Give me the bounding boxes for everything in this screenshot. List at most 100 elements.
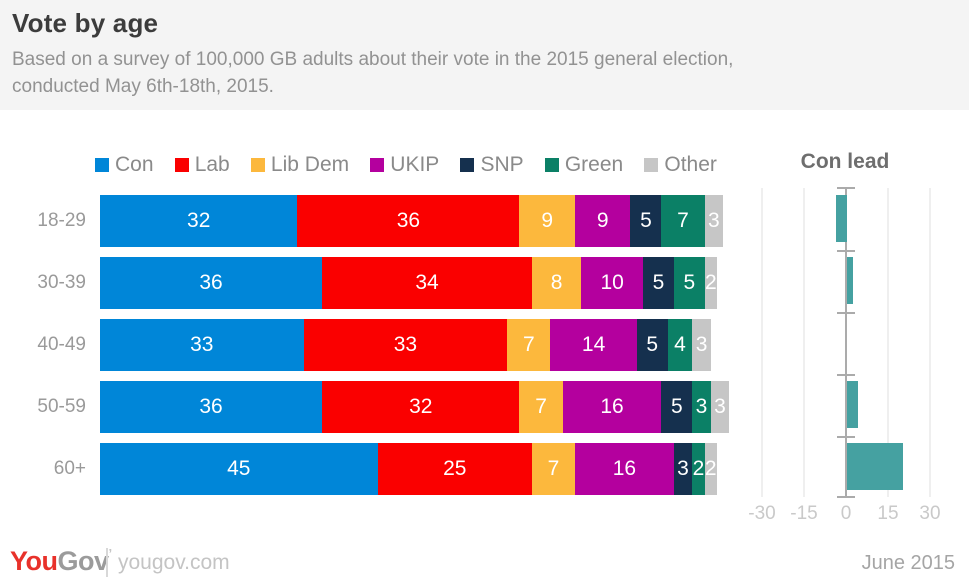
segment-other-30-39: 2: [704, 257, 718, 309]
zero-axis-tick-4: [837, 436, 855, 438]
legend-swatch-lab: [174, 158, 189, 172]
segment-value-label: 5: [652, 271, 665, 294]
logo-you: You: [10, 546, 58, 576]
con-lead-bar-30-39: [847, 257, 853, 304]
con-lead-bar-60+: [847, 443, 903, 490]
legend-label-green: Green: [564, 153, 624, 176]
axis-tick-label--30: -30: [748, 503, 776, 524]
axis-tick-label-0: 0: [840, 503, 852, 524]
legend-label-snp: SNP: [480, 153, 524, 176]
legend-item-con: Con: [95, 153, 154, 177]
segment-lib-dem-50-59: 7: [519, 381, 563, 433]
segment-value-label: 8: [550, 271, 563, 294]
legend-label-other: Other: [664, 153, 717, 176]
bar-stack-50-59: 36 32 7 16 5 3 3: [100, 381, 730, 433]
logo-gov: Gov: [57, 546, 110, 576]
segment-value-label: 5: [640, 209, 652, 232]
segment-lib-dem-18-29: 9: [519, 195, 575, 247]
segment-value-label: 32: [409, 395, 433, 418]
axis-tick-label-30: 30: [919, 503, 941, 524]
bar-row-18-29: 18-29 32 36 9 9 5 7 3: [0, 195, 740, 247]
segment-lib-dem-60+: 7: [531, 443, 576, 495]
segment-snp-60+: 3: [673, 443, 693, 495]
legend-item-other: Other: [644, 153, 717, 177]
segment-value-label: 34: [415, 271, 439, 294]
subtitle-line-2: conducted May 6th-18th, 2015.: [12, 76, 274, 97]
subtitle-line-1: Based on a survey of 100,000 GB adults a…: [12, 49, 734, 70]
legend-swatch-snp: [460, 158, 475, 172]
age-label-50-59: 50-59: [37, 396, 86, 417]
page-title: Vote by age: [12, 8, 159, 38]
legend-item-ukip: UKIP: [370, 153, 439, 177]
gridline--15: [803, 188, 805, 497]
gridline--30: [761, 188, 763, 497]
publication-date: June 2015: [861, 552, 955, 574]
axis-tick-label--15: -15: [790, 503, 818, 524]
segment-ukip-30-39: 10: [581, 257, 643, 309]
axis-tick-label-15: 15: [877, 503, 899, 524]
segment-value-label: 9: [541, 209, 554, 232]
segment-value-label: 7: [535, 395, 547, 418]
age-label-30-39: 30-39: [37, 272, 86, 293]
segment-other-40-49: 3: [692, 319, 711, 371]
segment-lab-60+: 25: [377, 443, 532, 495]
segment-value-label: 2: [705, 271, 717, 294]
con-lead-title: Con lead: [800, 150, 890, 173]
legend-item-green: Green: [544, 153, 624, 177]
segment-lab-50-59: 32: [322, 381, 520, 433]
segment-value-label: 3: [695, 333, 708, 356]
segment-value-label: 25: [443, 457, 467, 480]
segment-value-label: 36: [199, 271, 223, 294]
segment-value-label: 33: [393, 333, 418, 356]
zero-axis-tick-1: [837, 250, 855, 252]
zero-axis-tick-0: [837, 187, 855, 189]
segment-lib-dem-40-49: 7: [507, 319, 551, 371]
segment-ukip-40-49: 14: [550, 319, 637, 371]
legend-swatch-other: [644, 158, 659, 172]
legend: Con Lab Lib Dem UKIP SNP Green Other: [95, 153, 717, 177]
segment-green-18-29: 7: [661, 195, 705, 247]
bar-row-40-49: 40-49 33 33 7 14 5 4 3: [0, 319, 740, 371]
segment-snp-30-39: 5: [642, 257, 674, 309]
con-lead-chart: -30 -15 0 15 30: [740, 185, 969, 545]
segment-ukip-60+: 16: [575, 443, 674, 495]
legend-swatch-ukip: [370, 158, 385, 172]
bar-stack-18-29: 32 36 9 9 5 7 3: [100, 195, 724, 247]
zero-axis-tick-5: [837, 496, 855, 498]
bar-stack-60+: 45 25 7 16 3 2 2: [100, 443, 717, 495]
segment-value-label: 32: [187, 209, 211, 232]
zero-axis-tick-2: [837, 312, 855, 314]
legend-label-lab: Lab: [194, 153, 230, 176]
segment-value-label: 5: [670, 395, 683, 418]
segment-lab-30-39: 34: [322, 257, 532, 309]
age-label-18-29: 18-29: [37, 210, 86, 231]
segment-green-50-59: 3: [692, 381, 711, 433]
segment-con-18-29: 32: [100, 195, 298, 247]
legend-swatch-lib-dem: [250, 158, 265, 172]
bar-stack-30-39: 36 34 8 10 5 5 2: [100, 257, 718, 309]
legend-label-ukip: UKIP: [390, 153, 440, 176]
segment-ukip-50-59: 16: [562, 381, 662, 433]
segment-green-60+: 2: [692, 443, 705, 495]
legend-label-lib-dem: Lib Dem: [270, 153, 350, 176]
segment-value-label: 16: [600, 395, 624, 418]
segment-value-label: 45: [227, 457, 251, 480]
segment-value-label: 14: [581, 333, 606, 356]
header: Vote by age Based on a survey of 100,000…: [0, 0, 969, 110]
yougov-logo: YouGov’: [10, 546, 112, 577]
segment-snp-18-29: 5: [630, 195, 662, 247]
zero-axis-line: [845, 187, 847, 498]
segment-value-label: 9: [596, 209, 609, 232]
segment-value-label: 16: [612, 457, 637, 480]
segment-lab-40-49: 33: [303, 319, 508, 371]
zero-axis-tick-3: [837, 374, 855, 376]
con-lead-bar-50-59: [847, 381, 859, 428]
segment-value-label: 7: [677, 209, 689, 232]
segment-value-label: 36: [396, 209, 421, 232]
segment-value-label: 2: [692, 457, 705, 480]
segment-value-label: 5: [646, 333, 659, 356]
yougov-url[interactable]: yougov.com: [118, 551, 230, 574]
legend-label-con: Con: [115, 153, 154, 176]
segment-other-18-29: 3: [704, 195, 724, 247]
bar-row-30-39: 30-39 36 34 8 10 5 5 2: [0, 257, 740, 309]
